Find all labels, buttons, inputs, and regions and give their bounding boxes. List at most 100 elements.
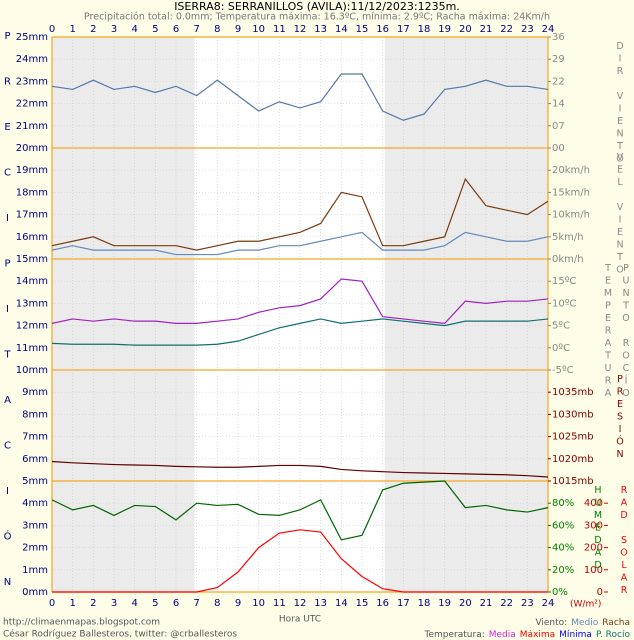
x-tick-label: 10 xyxy=(252,598,265,609)
y-tick-label: 6mm xyxy=(22,454,48,465)
y-tick-label: 17mm xyxy=(16,210,48,221)
x-tick-label: 3 xyxy=(111,24,117,35)
y-tick-label: 36 xyxy=(552,32,565,43)
y-tick-label: 5ºC xyxy=(552,321,570,332)
x-tick-label: 21 xyxy=(480,24,493,35)
legend-entry: Mínima xyxy=(559,630,592,640)
x-tick-label: 8 xyxy=(214,24,220,35)
x-tick-label: 2 xyxy=(90,24,96,35)
y-tick-label: 1015mb xyxy=(552,476,594,487)
x-tick-label: 17 xyxy=(397,24,410,35)
x-tick-label: 9 xyxy=(235,24,241,35)
x-tick-label: 15 xyxy=(356,24,369,35)
panel-label: PUNTO ROCÍO xyxy=(621,263,632,401)
x-tick-label: 14 xyxy=(335,24,348,35)
x-tick-label: 0 xyxy=(49,24,55,35)
panel-label: TEMPERATURA xyxy=(603,263,614,401)
x-tick-label: 24 xyxy=(542,24,555,35)
x-tick-label: 16 xyxy=(376,598,389,609)
series-line xyxy=(51,278,549,325)
y-tick-label: 9mm xyxy=(22,387,48,398)
legend-entry: Racha xyxy=(602,618,630,628)
x-tick-label: 12 xyxy=(294,598,307,609)
panel-label: DIR VIENTO xyxy=(615,41,626,166)
y-tick-label: 14mm xyxy=(16,276,48,287)
x-tick-label: 4 xyxy=(131,24,137,35)
y-tick-label: 18mm xyxy=(16,187,48,198)
x-tick-label: 6 xyxy=(173,598,179,609)
series-line xyxy=(51,318,549,346)
y-tick-label: 20mm xyxy=(16,143,48,154)
y2-tick-label: 400 xyxy=(584,498,603,509)
y-tick-label: 29 xyxy=(552,54,565,65)
series-line xyxy=(51,231,549,256)
y-tick-label: 20% xyxy=(552,565,574,576)
y2-tick-label: 100 xyxy=(584,565,603,576)
series-line xyxy=(51,480,549,541)
panel-label: HUMEDAD xyxy=(593,485,604,573)
series-line xyxy=(51,177,549,251)
y-tick-label: 5mm xyxy=(22,476,48,487)
x-tick-label: 4 xyxy=(131,598,137,609)
y-tick-label: 40% xyxy=(552,543,574,554)
y-tick-label: 19mm xyxy=(16,165,48,176)
y-tick-label: 10km/h xyxy=(552,210,590,221)
x-tick-label: 11 xyxy=(273,598,286,609)
legend-entry: Medio xyxy=(571,618,599,628)
legend-entry: Media xyxy=(489,630,516,640)
series-line xyxy=(51,73,549,121)
y-tick-label: 20km/h xyxy=(552,165,590,176)
legend-title: Viento: xyxy=(535,618,567,628)
panel-label: RAD SOLAR xyxy=(619,485,630,598)
y-tick-label: 8mm xyxy=(22,409,48,420)
y-tick-label: 15mm xyxy=(16,254,48,265)
footer-author: César Rodríguez Ballesteros, twitter: @c… xyxy=(3,629,237,640)
x-tick-label: 24 xyxy=(542,598,555,609)
y-tick-label: 2mm xyxy=(22,543,48,554)
y-tick-label: -5ºC xyxy=(552,365,574,376)
y2-tick-label: 300 xyxy=(584,520,603,531)
x-axis-label: Hora UTC xyxy=(279,615,321,625)
x-tick-label: 1 xyxy=(69,24,75,35)
y-tick-label: 0mm xyxy=(22,587,48,598)
x-tick-label: 5 xyxy=(152,598,158,609)
y-tick-label: 0ºC xyxy=(552,343,570,354)
chart-title: ISERRA8: SERRANILLOS (AVILA):11/12/2023:… xyxy=(174,0,460,13)
x-tick-label: 19 xyxy=(438,24,451,35)
x-tick-label: 7 xyxy=(193,24,199,35)
y-tick-label: 5km/h xyxy=(552,232,584,243)
y-tick-label: 0km/h xyxy=(552,254,584,265)
x-tick-label: 15 xyxy=(356,598,369,609)
y-tick-label: 15ºC xyxy=(552,276,576,287)
y-tick-label: 1025mb xyxy=(552,432,594,443)
x-tick-label: 19 xyxy=(438,598,451,609)
y2-tick-label: 0 xyxy=(597,587,603,598)
y-tick-label: 1035mb xyxy=(552,387,594,398)
y-tick-label: 4mm xyxy=(22,498,48,509)
y-tick-label: 23mm xyxy=(16,76,48,87)
panel-label: PRESIÓN xyxy=(615,374,626,462)
x-tick-label: 1 xyxy=(69,598,75,609)
y-tick-label: 14 xyxy=(552,99,565,110)
x-tick-label: 14 xyxy=(335,598,348,609)
y-tick-label: 7mm xyxy=(22,432,48,443)
y-tick-label: 0% xyxy=(552,587,568,598)
x-tick-label: 5 xyxy=(152,24,158,35)
y-tick-label: 1030mb xyxy=(552,409,594,420)
y2-tick-label: 200 xyxy=(584,543,603,554)
x-tick-label: 22 xyxy=(500,598,513,609)
x-tick-label: 21 xyxy=(480,598,493,609)
x-tick-label: 2 xyxy=(90,598,96,609)
y-tick-label: 22mm xyxy=(16,99,48,110)
x-tick-label: 13 xyxy=(314,598,327,609)
x-tick-label: 3 xyxy=(111,598,117,609)
legend-entry: P. Rocío xyxy=(596,630,631,640)
y-axis-label: PRECIPITACIÓN xyxy=(2,31,13,623)
y-tick-label: 07 xyxy=(552,121,565,132)
x-tick-label: 11 xyxy=(273,24,286,35)
y-tick-label: 13mm xyxy=(16,298,48,309)
chart-subtitle: Precipitación total: 0.0mm; Temperatura … xyxy=(84,12,550,23)
legend: Temperatura: Media Máxima Mínima P. Rocío xyxy=(424,630,631,640)
x-tick-label: 6 xyxy=(173,24,179,35)
